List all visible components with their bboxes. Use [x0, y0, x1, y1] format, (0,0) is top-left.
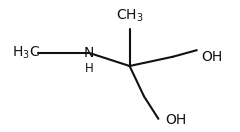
Text: H$_3$C: H$_3$C [12, 45, 40, 61]
Text: OH: OH [166, 113, 187, 127]
Text: CH$_3$: CH$_3$ [116, 8, 144, 24]
Text: N: N [84, 46, 94, 60]
Text: OH: OH [202, 50, 223, 64]
Text: H: H [84, 62, 93, 75]
